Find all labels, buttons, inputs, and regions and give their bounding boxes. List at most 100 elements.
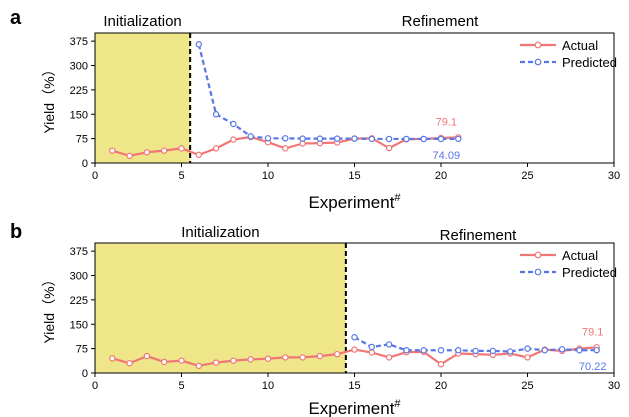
legend-marker-actual	[534, 251, 542, 259]
y-tick-label: 0	[82, 368, 88, 380]
x-tick-label: 0	[92, 170, 98, 182]
x-axis-label-text: Experiment	[308, 193, 394, 212]
x-axis-label: Experiment#	[308, 192, 401, 212]
legend-label-actual: Actual	[562, 248, 598, 263]
y-tick-label: 300	[70, 271, 88, 283]
data-point-actual	[212, 359, 220, 366]
end-label-actual: 79.1	[436, 116, 457, 128]
data-point-predicted	[489, 347, 497, 355]
data-point-predicted	[472, 347, 479, 355]
x-axis-label-text: Experiment	[308, 399, 394, 417]
data-point-actual	[316, 352, 324, 360]
legend-label-predicted: Predicted	[562, 265, 617, 280]
data-point-actual	[282, 145, 289, 152]
data-point-predicted	[247, 133, 254, 140]
y-tick-label: 150	[70, 109, 88, 121]
data-point-actual	[109, 147, 116, 154]
data-point-predicted	[524, 345, 531, 352]
y-tick-label: 75	[76, 344, 88, 356]
data-point-predicted	[385, 135, 393, 143]
data-point-predicted	[316, 135, 324, 142]
data-point-predicted	[299, 135, 306, 142]
x-tick-label: 30	[608, 170, 620, 182]
y-tick-label: 225	[70, 85, 88, 97]
x-tick-label: 10	[262, 380, 274, 392]
y-tick-label: 300	[70, 61, 88, 73]
data-point-actual	[143, 352, 151, 360]
initialization-region	[95, 33, 191, 163]
data-point-actual	[368, 349, 375, 356]
data-point-actual	[524, 354, 531, 361]
data-point-actual	[160, 147, 168, 154]
data-point-actual	[126, 360, 133, 367]
data-point-actual	[334, 350, 341, 358]
data-point-actual	[126, 152, 133, 160]
data-point-predicted	[558, 346, 566, 353]
data-point-actual	[351, 346, 358, 353]
data-point-actual	[282, 354, 289, 361]
data-point-predicted	[282, 135, 289, 142]
y-tick-label: 0	[82, 158, 88, 170]
y-tick-label: 75	[76, 134, 88, 146]
x-tick-label: 5	[178, 170, 184, 182]
data-point-predicted	[420, 347, 427, 354]
y-tick-label: 375	[70, 246, 88, 258]
end-label-predicted: 70.22	[579, 361, 607, 373]
end-label-predicted: 74.09	[433, 150, 461, 162]
y-axis-label: Yield（%）	[41, 272, 57, 343]
x-axis-label: Experiment#	[308, 398, 401, 417]
initialization-region	[95, 243, 346, 373]
legend-label-predicted: Predicted	[562, 55, 617, 70]
data-point-predicted	[455, 135, 462, 143]
data-point-predicted	[507, 348, 514, 355]
data-point-predicted	[437, 347, 445, 354]
x-axis-label-sup: #	[394, 398, 401, 410]
data-point-actual	[195, 151, 202, 159]
panel-label: a	[10, 7, 22, 29]
legend-label-actual: Actual	[562, 38, 598, 53]
data-point-actual	[437, 361, 445, 368]
x-tick-label: 20	[435, 170, 447, 182]
data-point-actual	[230, 357, 237, 364]
legend-marker-predicted	[534, 58, 542, 66]
legend-marker-predicted	[534, 268, 542, 276]
x-tick-label: 25	[521, 170, 533, 182]
data-point-predicted	[264, 135, 272, 142]
data-point-actual	[212, 145, 220, 152]
data-point-actual	[109, 355, 116, 362]
data-point-predicted	[420, 135, 427, 143]
data-point-predicted	[334, 135, 341, 142]
data-point-predicted	[368, 343, 375, 351]
x-tick-label: 25	[521, 380, 533, 392]
initialization-label: Initialization	[181, 224, 259, 241]
y-tick-label: 225	[70, 295, 88, 307]
panel-label: b	[10, 221, 22, 243]
data-point-predicted	[576, 347, 583, 354]
x-tick-label: 20	[435, 380, 447, 392]
data-point-predicted	[212, 111, 220, 118]
data-point-predicted	[351, 135, 358, 142]
data-point-predicted	[541, 347, 549, 354]
x-axis-label-sup: #	[394, 192, 401, 204]
data-point-actual	[247, 356, 254, 363]
data-point-actual	[230, 136, 237, 143]
data-point-predicted	[368, 135, 375, 143]
x-tick-label: 15	[348, 380, 360, 392]
data-point-actual	[178, 145, 185, 152]
data-point-actual	[160, 358, 168, 366]
refinement-label: Refinement	[402, 13, 480, 30]
x-tick-label: 15	[348, 170, 360, 182]
data-point-actual	[143, 149, 151, 156]
refinement-label: Refinement	[440, 227, 518, 244]
y-tick-label: 375	[70, 36, 88, 48]
data-point-predicted	[403, 135, 410, 143]
data-point-predicted	[195, 41, 202, 48]
data-point-predicted	[385, 341, 393, 348]
legend-marker-actual	[534, 41, 542, 49]
data-point-actual	[178, 357, 185, 364]
data-point-predicted	[593, 346, 600, 354]
data-point-actual	[385, 354, 393, 361]
end-label-actual: 79.1	[582, 326, 603, 338]
